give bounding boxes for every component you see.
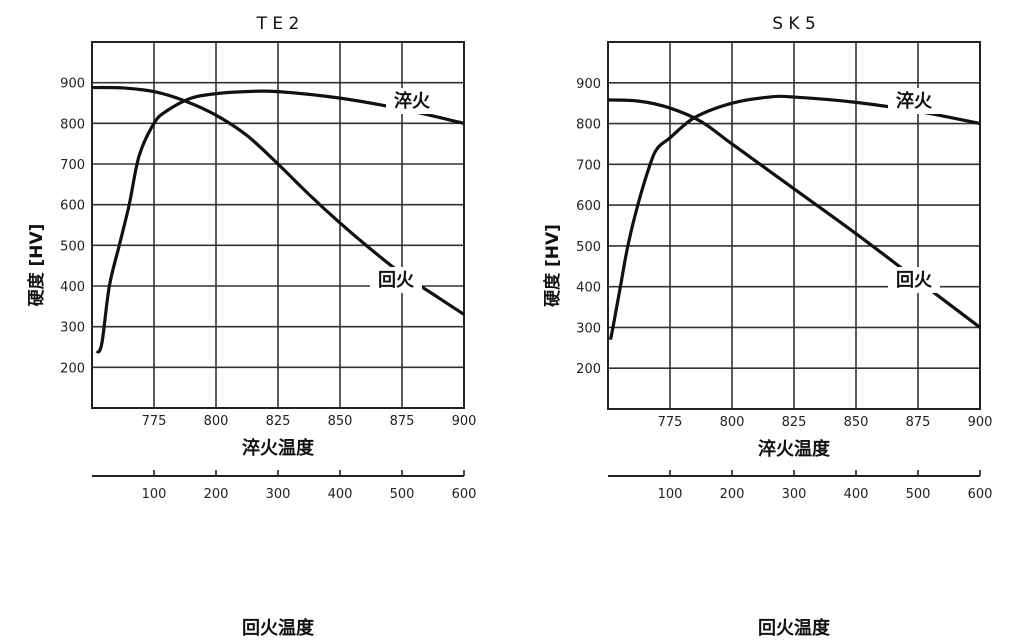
x-tick-label: 825	[782, 415, 807, 430]
x2-tick-label: 400	[844, 487, 869, 502]
y-tick-label: 600	[60, 199, 85, 214]
x-tick-label: 800	[720, 415, 745, 430]
x2-tick-label: 200	[204, 487, 229, 502]
plot-frame	[607, 41, 981, 410]
series-label-bg	[888, 267, 940, 293]
x-tick-label: 850	[328, 414, 353, 429]
x-tick-label: 800	[204, 414, 229, 429]
x2-tick-label: 600	[452, 487, 477, 502]
series-line-quench	[608, 94, 981, 341]
y-tick-label: 300	[576, 321, 601, 336]
y-tick-label: 500	[60, 239, 85, 254]
y-axis-label: 硬度 [HV]	[542, 224, 563, 307]
x2-tick-label: 300	[782, 487, 807, 502]
x-tick-label: 875	[906, 415, 931, 430]
x2-tick-label: 500	[390, 487, 415, 502]
x-tick-label: 775	[142, 414, 167, 429]
x2-tick-label: 300	[266, 487, 291, 502]
x2-tick-label: 500	[906, 487, 931, 502]
x2-axis-label: 回火温度	[758, 617, 831, 639]
y-tick-label: 300	[60, 321, 85, 336]
series-label: 回火	[896, 270, 933, 291]
x-tick-label: 900	[968, 415, 993, 430]
series-label: 回火	[378, 270, 415, 291]
series-label: 淬火	[394, 90, 431, 112]
x-axis-label: 淬火温度	[758, 438, 831, 460]
x-axis-label: 淬火温度	[242, 437, 315, 459]
chart-title: S K 5	[772, 14, 816, 34]
x2-tick-label: 100	[142, 487, 167, 502]
y-tick-label: 200	[576, 362, 601, 377]
series-label-bg	[370, 267, 422, 293]
y-axis-label: 硬度 [HV]	[26, 224, 47, 307]
series-label-bg	[386, 88, 438, 114]
y-tick-label: 500	[576, 240, 601, 255]
y-tick-label: 400	[60, 280, 85, 295]
x2-tick-label: 100	[658, 487, 683, 502]
x-tick-label: 775	[658, 415, 683, 430]
y-tick-label: 600	[576, 199, 601, 214]
y-tick-label: 800	[60, 117, 85, 132]
y-tick-label: 700	[576, 158, 601, 173]
y-tick-label: 200	[60, 361, 85, 376]
y-tick-label: 900	[60, 77, 85, 92]
x2-tick-label: 400	[328, 487, 353, 502]
y-tick-label: 900	[576, 77, 601, 92]
y-tick-label: 800	[576, 118, 601, 133]
y-tick-label: 700	[60, 158, 85, 173]
x2-axis-label: 回火温度	[242, 617, 315, 639]
x2-tick-label: 200	[720, 487, 745, 502]
x-tick-label: 875	[390, 414, 415, 429]
plot-frame	[91, 41, 465, 409]
series-line-quench	[95, 89, 465, 355]
x2-tick-label: 600	[968, 487, 993, 502]
chart-panel-sk5: 200 300 400 500 600 700 800 900 775 800 825 850 875 9…	[542, 14, 992, 639]
series-label-bg	[888, 88, 940, 114]
x-tick-label: 850	[844, 415, 869, 430]
chart-panel-te2: 200 300 400 500 600 700 800 900 775 800 825 850 875 9…	[26, 14, 476, 639]
chart-title: T E 2	[256, 14, 300, 34]
series-label: 淬火	[896, 90, 933, 112]
x-tick-label: 825	[266, 414, 291, 429]
y-tick-label: 400	[576, 281, 601, 296]
x-tick-label: 900	[452, 414, 477, 429]
